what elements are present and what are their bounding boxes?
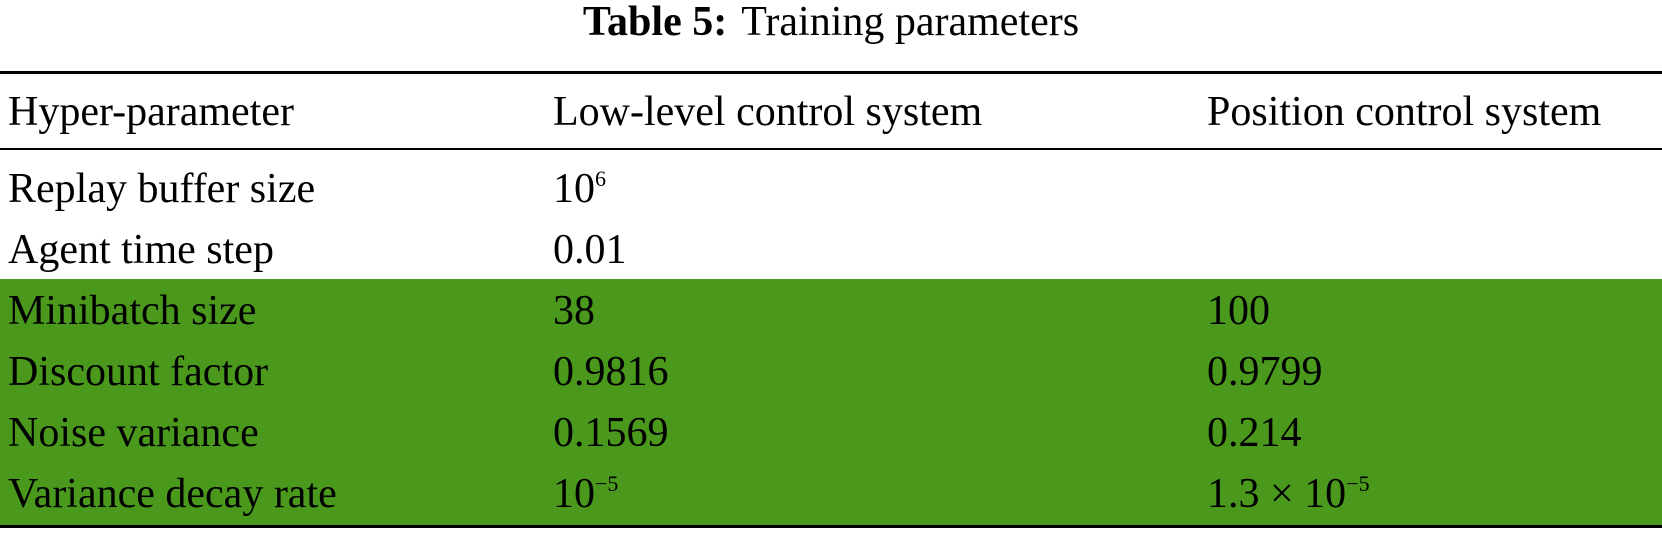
header-cell: Hyper-parameter	[8, 89, 294, 135]
table-cell: 0.214	[1207, 410, 1302, 456]
cell-exponent: −5	[595, 471, 619, 496]
table-cell: 106	[553, 159, 606, 225]
table-cell: 0.9799	[1207, 349, 1323, 395]
cell-base: 10	[553, 166, 595, 212]
table-cell: 0.1569	[553, 410, 669, 456]
table-cell: Discount factor	[8, 349, 269, 395]
top-rule	[0, 71, 1662, 74]
cell-exponent: −5	[1346, 471, 1370, 496]
table-cell: 1.3 × 10−5	[1207, 464, 1370, 530]
row-highlight	[0, 340, 1662, 403]
table-caption: Table 5: Training parameters	[0, 0, 1662, 44]
row-highlight	[0, 279, 1662, 342]
bottom-rule	[0, 525, 1662, 528]
table-cell: Minibatch size	[8, 288, 257, 334]
row-highlight	[0, 401, 1662, 464]
header-cell: Low-level control system	[553, 89, 983, 135]
header-cell: Position control system	[1207, 89, 1602, 135]
header-rule	[0, 148, 1662, 150]
table-cell: 0.01	[553, 227, 627, 273]
table-cell: 10−5	[553, 464, 618, 530]
table-cell: 38	[553, 288, 595, 334]
table-cell: Agent time step	[8, 227, 274, 273]
table-cell: 100	[1207, 288, 1270, 334]
table-cell: Variance decay rate	[8, 471, 337, 517]
cell-base: 1.3 × 10	[1207, 471, 1347, 517]
table-cell: Noise variance	[8, 410, 259, 456]
cell-base: 10	[553, 471, 595, 517]
table-cell: 0.9816	[553, 349, 669, 395]
cell-exponent: 6	[595, 166, 606, 191]
caption-text: Training parameters	[741, 0, 1080, 45]
table-cell: Replay buffer size	[8, 166, 316, 212]
row-highlight	[0, 462, 1662, 525]
caption-label: Table 5:	[582, 0, 728, 45]
